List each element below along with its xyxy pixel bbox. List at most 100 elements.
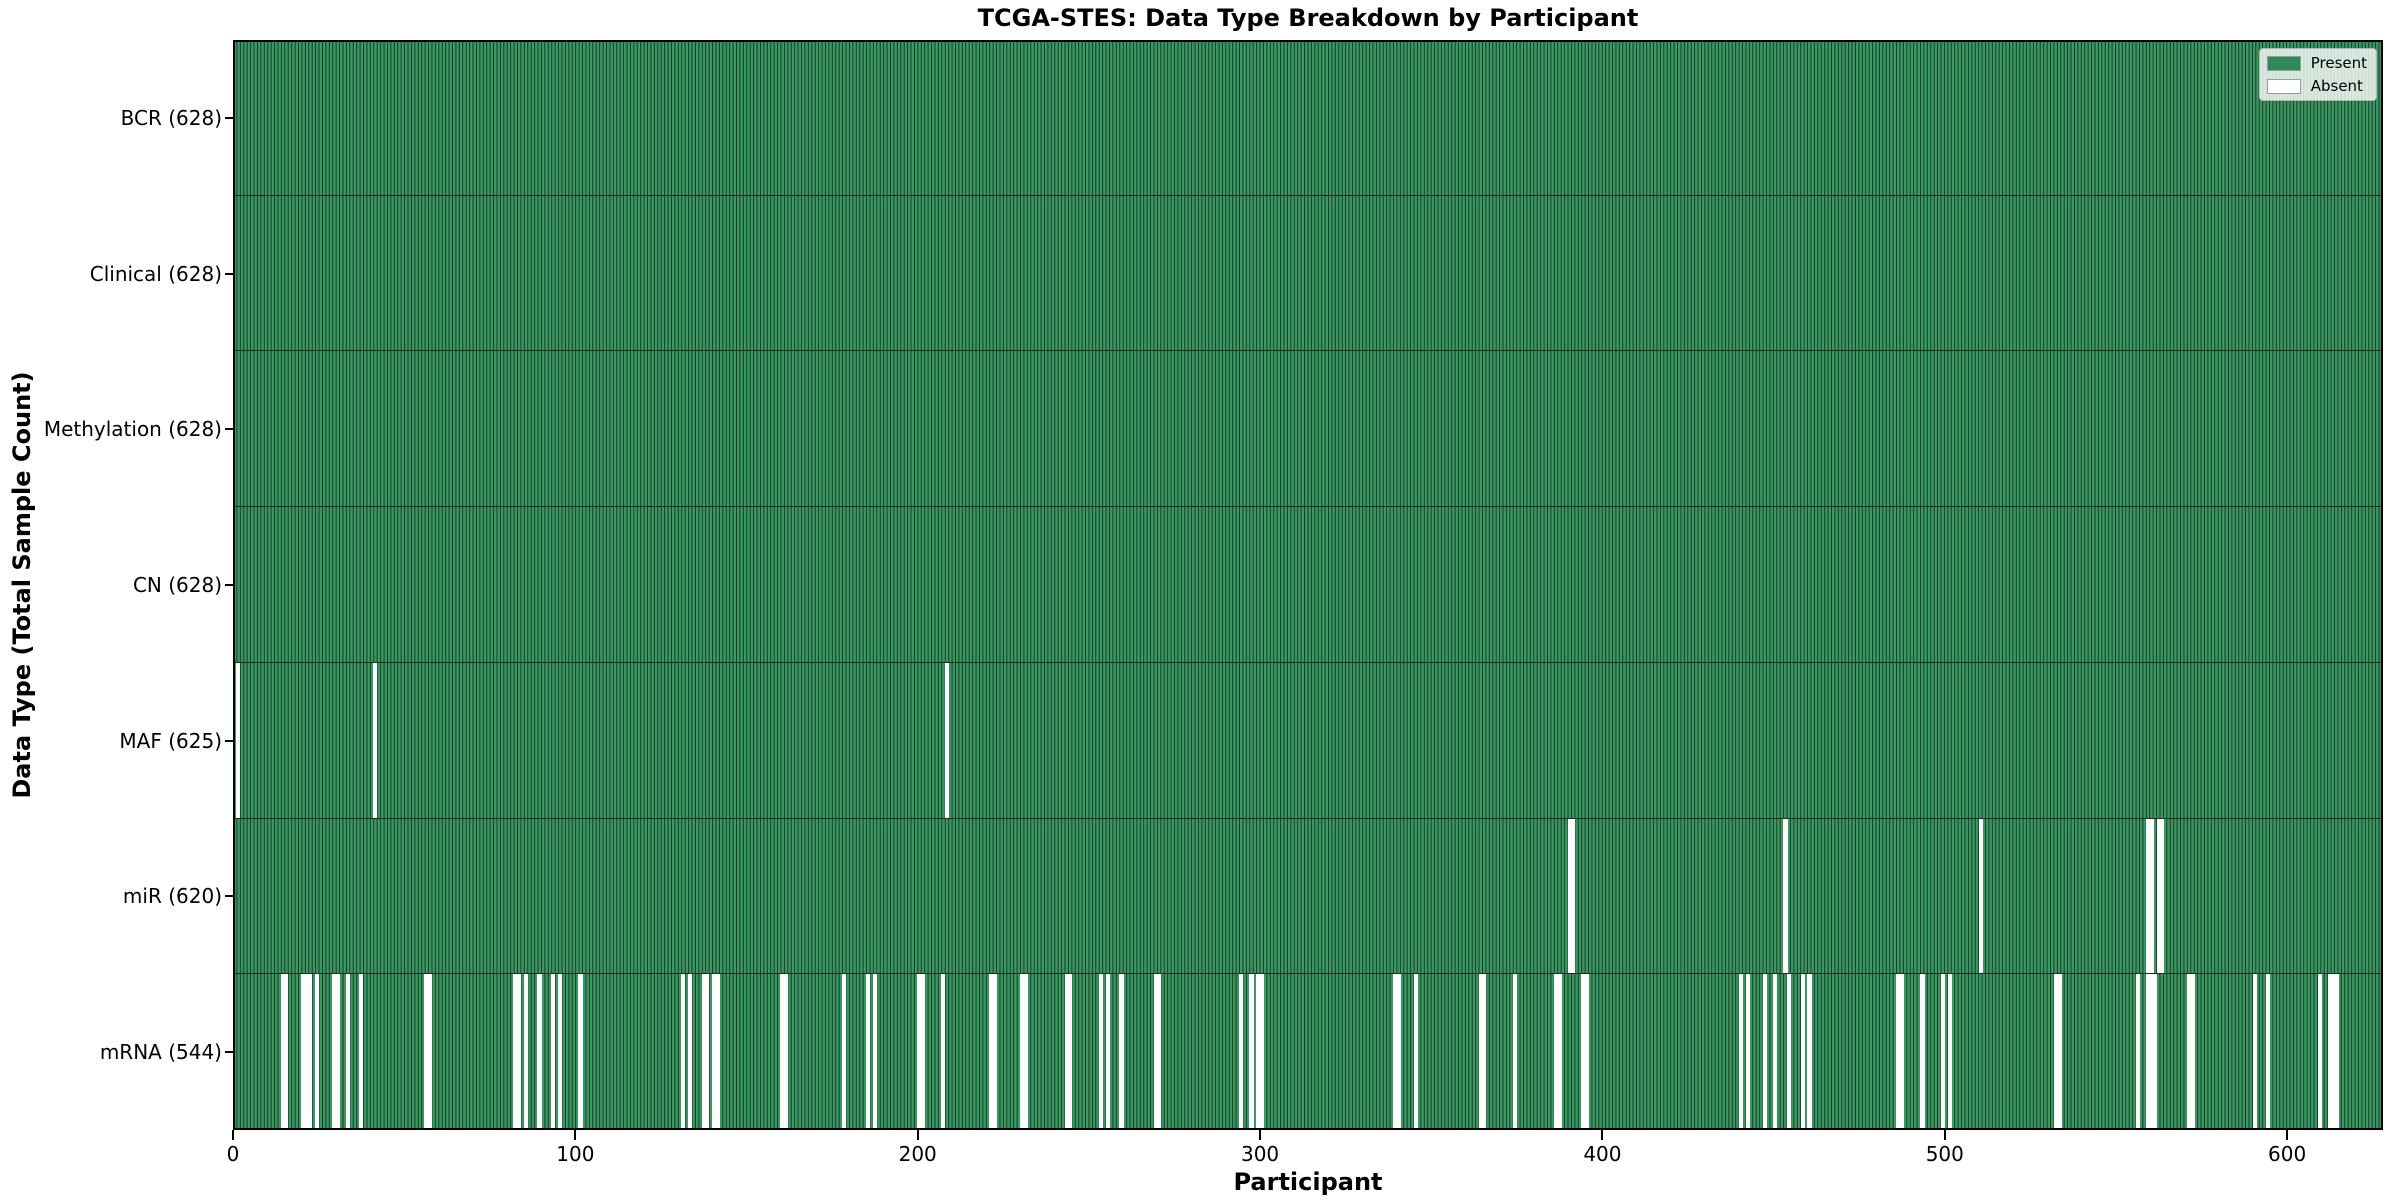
- absent-gap: [705, 974, 710, 1130]
- absent-gap: [1064, 974, 1069, 1130]
- absent-gap: [701, 974, 706, 1130]
- absent-gap: [989, 974, 994, 1130]
- x-tick-mark: [1601, 1130, 1604, 1140]
- legend-absent-label: Absent: [2310, 77, 2363, 95]
- absent-gap: [2187, 974, 2192, 1130]
- y-tick-mark: [225, 1051, 233, 1054]
- absent-gap: [557, 974, 563, 1130]
- absent-gap: [1259, 974, 1264, 1130]
- absent-gap: [359, 974, 364, 1130]
- absent-gap: [2156, 818, 2161, 974]
- absent-gap: [1773, 974, 1778, 1130]
- row-cn: [233, 507, 2383, 663]
- legend-absent-swatch: [2266, 78, 2301, 94]
- x-tick-mark: [232, 1130, 234, 1140]
- y-tick-mark: [225, 116, 233, 119]
- absent-gap: [424, 974, 429, 1130]
- x-tick-mark: [1943, 1130, 1946, 1140]
- absent-gap: [1105, 974, 1110, 1130]
- row-clinical: [233, 195, 2383, 352]
- absent-gap: [1738, 974, 1744, 1130]
- y-axis-label: Data Type (Total Sample Count): [8, 371, 36, 799]
- absent-gap: [516, 974, 521, 1130]
- absent-gap: [1947, 974, 1953, 1130]
- absent-gap: [1098, 974, 1103, 1130]
- absent-gap: [314, 974, 319, 1130]
- y-tick-label: MAF (625): [119, 728, 222, 753]
- absent-gap: [1256, 974, 1261, 1130]
- row-methylation: [233, 351, 2383, 508]
- absent-gap: [523, 974, 528, 1130]
- absent-gap: [283, 974, 289, 1130]
- absent-gap: [1783, 818, 1788, 974]
- x-tick-label: 100: [556, 1142, 595, 1166]
- absent-gap: [687, 974, 693, 1130]
- absent-gap: [2331, 974, 2336, 1130]
- row-maf: [233, 662, 2383, 819]
- absent-gap: [1023, 974, 1028, 1130]
- absent-gap: [2334, 974, 2339, 1130]
- absent-gap: [1581, 974, 1586, 1130]
- absent-gap: [2136, 974, 2141, 1130]
- absent-gap: [2053, 974, 2059, 1130]
- absent-gap: [1067, 974, 1073, 1130]
- absent-gap: [865, 974, 871, 1130]
- y-tick-label: Methylation (628): [43, 417, 222, 442]
- absent-gap: [920, 974, 925, 1130]
- absent-gap: [2252, 974, 2257, 1130]
- x-tick-label: 600: [2268, 1142, 2307, 1166]
- y-tick-label: CN (628): [132, 573, 222, 597]
- absent-gap: [1393, 974, 1398, 1130]
- absent-gap: [1899, 974, 1905, 1130]
- absent-gap: [2149, 818, 2155, 974]
- y-tick-label: Clinical (628): [89, 261, 222, 286]
- y-tick-label: mRNA (544): [99, 1040, 222, 1065]
- absent-gap: [1978, 818, 1983, 974]
- absent-gap: [427, 974, 432, 1130]
- y-tick-mark: [225, 739, 233, 742]
- absent-gap: [335, 974, 340, 1130]
- row-mir: [233, 818, 2383, 975]
- legend: Present Absent: [2258, 48, 2377, 101]
- y-tick-mark: [225, 272, 233, 275]
- absent-gap: [2146, 818, 2151, 974]
- absent-gap: [1478, 974, 1483, 1130]
- absent-gap: [372, 662, 378, 818]
- absent-gap: [1413, 974, 1418, 1130]
- x-tick-mark: [2286, 1130, 2289, 1140]
- y-tick-label: BCR (628): [120, 105, 222, 130]
- legend-entry-present: Present: [2266, 54, 2367, 72]
- absent-gap: [2160, 818, 2165, 974]
- absent-gap: [2266, 974, 2271, 1130]
- absent-gap: [513, 974, 518, 1130]
- legend-entry-absent: Absent: [2266, 77, 2367, 95]
- plot-area: Present Absent: [233, 40, 2383, 1131]
- absent-gap: [2190, 974, 2196, 1130]
- absent-gap: [917, 974, 922, 1130]
- absent-gap: [711, 974, 717, 1130]
- absent-gap: [1249, 974, 1254, 1130]
- absent-gap: [1571, 818, 1576, 974]
- absent-gap: [2149, 974, 2155, 1130]
- absent-gap: [537, 974, 542, 1130]
- absent-gap: [1745, 974, 1751, 1130]
- absent-gap: [1557, 974, 1562, 1130]
- absent-gap: [345, 974, 350, 1130]
- absent-gap: [783, 974, 788, 1130]
- absent-gap: [1020, 974, 1025, 1130]
- absent-gap: [992, 974, 997, 1130]
- absent-gap: [307, 974, 313, 1130]
- x-tick-label: 400: [1583, 1142, 1622, 1166]
- absent-gap: [1807, 974, 1812, 1130]
- absent-gap: [301, 974, 306, 1130]
- absent-gap: [2317, 974, 2322, 1130]
- absent-gap: [2057, 974, 2062, 1130]
- absent-gap: [1762, 974, 1768, 1130]
- absent-gap: [1786, 974, 1792, 1130]
- absent-gap: [1896, 974, 1901, 1130]
- x-tick-label: 0: [226, 1142, 240, 1166]
- absent-gap: [1567, 818, 1572, 974]
- absent-gap: [1396, 974, 1401, 1130]
- absent-gap: [2153, 974, 2158, 1130]
